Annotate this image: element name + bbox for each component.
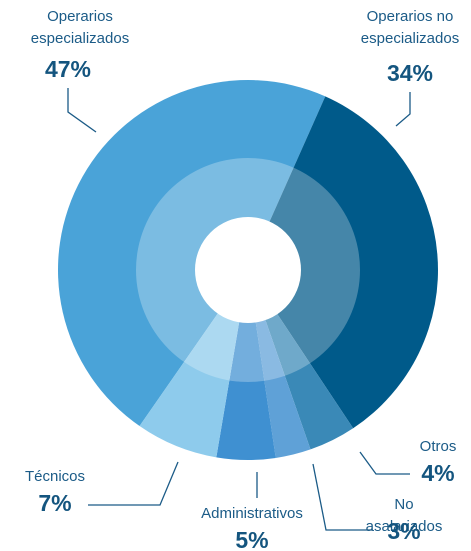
category-label: Administrativos [201,505,303,522]
category-label: Operarios no especializados [360,8,460,47]
donut-slice [139,270,248,458]
leader-line [359,451,410,475]
donut-slice [248,96,439,429]
leader-line [67,88,97,133]
value-label: 5% [235,527,269,551]
category-label: No asalariados [365,496,443,535]
donut-slice [216,270,276,460]
category-label: Operarios especializados [30,8,130,47]
value-label: 4% [421,460,455,486]
value-label: 3% [387,518,421,544]
leader-line [312,463,372,531]
value-label: 34% [386,60,434,86]
value-label: 47% [44,56,92,82]
leader-line [395,92,411,127]
category-label: Técnicos [24,468,86,485]
category-label: Otros [419,438,457,455]
leader-line [88,461,179,506]
donut-slice [58,80,326,427]
donut-hole [195,217,301,323]
value-label: 7% [38,490,72,516]
